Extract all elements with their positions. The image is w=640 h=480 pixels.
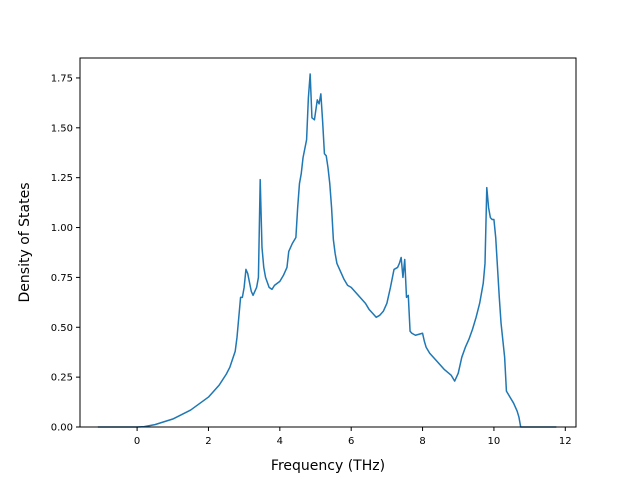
x-tick-label: 10 [488,436,501,447]
x-tick-label: 8 [419,436,425,447]
y-tick-label: 1.50 [51,123,73,134]
x-tick-label: 4 [277,436,283,447]
y-tick-label: 0.50 [51,323,73,334]
x-axis-label: Frequency (THz) [271,458,385,474]
y-axis-ticks: 0.00 0.25 0.50 0.75 1.00 1.25 1.50 1.75 [51,73,80,434]
y-tick-label: 1.25 [51,173,73,184]
x-tick-label: 0 [134,436,140,447]
y-tick-label: 0.00 [51,423,73,434]
y-tick-label: 0.25 [51,373,73,384]
x-axis-ticks: 0 2 4 6 8 10 12 [134,427,572,447]
x-tick-label: 12 [559,436,572,447]
y-axis-label: Density of States [17,183,33,303]
x-tick-label: 6 [348,436,354,447]
plot-area [97,73,557,428]
y-tick-label: 1.00 [51,223,73,234]
y-tick-label: 1.75 [51,73,73,84]
y-tick-label: 0.75 [51,273,73,284]
dos-series-line-0 [97,73,557,428]
x-tick-label: 2 [205,436,211,447]
axes-frame [79,57,577,428]
